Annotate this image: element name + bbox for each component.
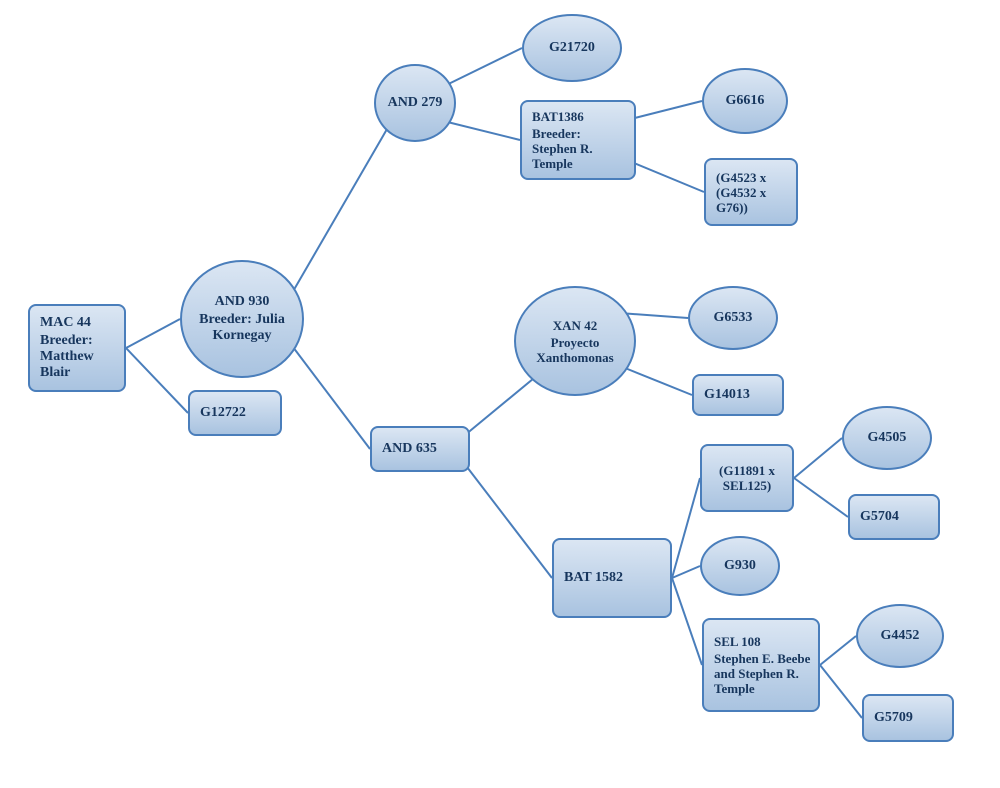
- node-g12722: G12722: [188, 390, 282, 436]
- node-sublabel: Breeder: Julia Kornegay: [188, 312, 296, 344]
- node-cross2: (G11891 x SEL125): [700, 444, 794, 512]
- node-g6533: G6533: [688, 286, 778, 350]
- node-label: BAT1386: [532, 109, 628, 124]
- node-label: AND 930: [215, 294, 270, 310]
- node-label: SEL 108: [714, 634, 812, 649]
- node-mac44: MAC 44 Breeder: Matthew Blair: [28, 304, 126, 392]
- node-label: G5709: [874, 710, 946, 726]
- edge-and279-bat1386: [449, 123, 520, 141]
- node-sublabel: Breeder: Stephen R. Temple: [532, 126, 628, 171]
- edge-bat1582-cross2: [672, 478, 700, 578]
- edge-layer: [0, 0, 1000, 788]
- edge-cross2-g5704: [794, 478, 848, 517]
- edge-and279-g21720: [449, 48, 522, 84]
- node-label: G4452: [881, 628, 920, 644]
- node-bat1386: BAT1386 Breeder: Stephen R. Temple: [520, 100, 636, 180]
- node-g21720: G21720: [522, 14, 622, 82]
- edge-bat1386-g6616: [627, 101, 702, 120]
- node-sublabel: Breeder: Matthew Blair: [40, 333, 118, 381]
- edge-xan42-g6533: [626, 314, 688, 319]
- node-sublabel: Stephen E. Beebe and Stephen R. Temple: [714, 651, 812, 696]
- node-label: MAC 44: [40, 315, 118, 331]
- node-g14013: G14013: [692, 374, 784, 416]
- edge-mac44-g12722: [126, 348, 188, 413]
- node-cross1: (G4523 x (G4532 x G76)): [704, 158, 798, 226]
- edge-mac44-and930: [126, 319, 180, 348]
- edge-and635-bat1582: [462, 461, 552, 579]
- node-label: G930: [724, 558, 756, 574]
- node-g5704: G5704: [848, 494, 940, 540]
- node-label: AND 635: [382, 441, 462, 457]
- node-bat1582: BAT 1582: [552, 538, 672, 618]
- node-label: G5704: [860, 509, 932, 525]
- edge-sel108-g4452: [820, 636, 856, 665]
- edge-sel108-g5709: [820, 665, 862, 718]
- node-g4452: G4452: [856, 604, 944, 668]
- node-label: XAN 42: [553, 318, 597, 333]
- node-sel108: SEL 108 Stephen E. Beebe and Stephen R. T…: [702, 618, 820, 712]
- node-and930: AND 930 Breeder: Julia Kornegay: [180, 260, 304, 378]
- edge-bat1582-g930: [672, 566, 700, 578]
- node-g6616: G6616: [702, 68, 788, 134]
- node-g4505: G4505: [842, 406, 932, 470]
- node-g930: G930: [700, 536, 780, 596]
- node-label: (G4523 x (G4532 x G76)): [716, 170, 790, 215]
- edge-xan42-g14013: [626, 369, 692, 396]
- node-sublabel: Proyecto Xanthomonas: [522, 335, 628, 365]
- node-label: G21720: [549, 40, 595, 56]
- edge-bat1386-cross1: [627, 160, 704, 192]
- node-and279: AND 279: [374, 64, 456, 142]
- node-label: G6533: [714, 310, 753, 326]
- node-xan42: XAN 42 Proyecto Xanthomonas: [514, 286, 636, 396]
- node-label: G6616: [726, 93, 765, 109]
- node-and635: AND 635: [370, 426, 470, 472]
- node-label: G12722: [200, 405, 274, 421]
- node-label: (G11891 x SEL125): [708, 463, 786, 493]
- edge-and930-and635: [294, 349, 370, 450]
- edge-and635-xan42: [462, 380, 532, 438]
- edge-bat1582-sel108: [672, 578, 702, 665]
- edge-and930-and279: [294, 130, 386, 289]
- node-label: G14013: [704, 387, 776, 403]
- pedigree-diagram: MAC 44 Breeder: Matthew Blair AND 930 Breed…: [0, 0, 1000, 788]
- edge-cross2-g4505: [794, 438, 842, 478]
- node-label: G4505: [868, 430, 907, 446]
- node-g5709: G5709: [862, 694, 954, 742]
- node-label: BAT 1582: [564, 570, 664, 586]
- node-label: AND 279: [388, 95, 443, 111]
